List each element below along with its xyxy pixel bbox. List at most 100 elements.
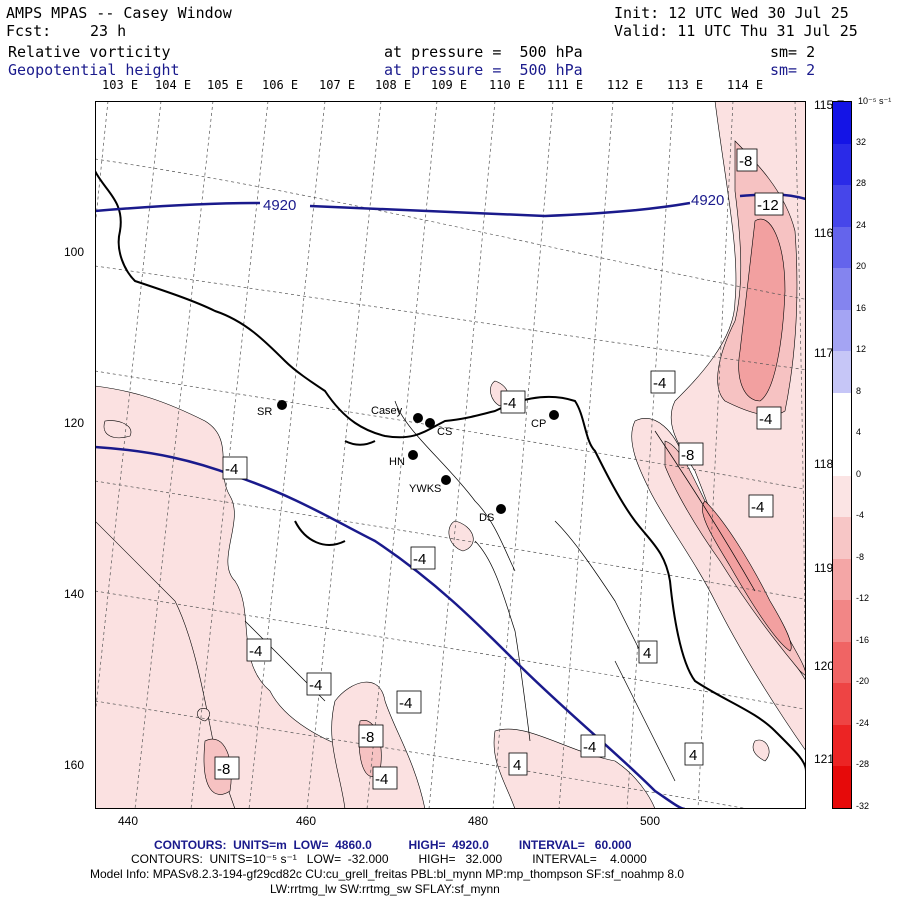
y-tick-label: 160 <box>64 758 85 772</box>
station-label: Casey <box>371 405 403 417</box>
plot-frame <box>95 101 806 809</box>
height-label: 4920 <box>691 192 724 209</box>
field1-smoothing: sm= 2 <box>770 43 816 61</box>
colorbar-cell <box>833 309 851 352</box>
lon-label: 103 E <box>102 78 139 92</box>
field1-name: Relative vorticity <box>8 43 171 61</box>
graticule <box>95 101 806 809</box>
lon-label: 104 E <box>155 78 192 92</box>
station-label: CP <box>531 418 546 430</box>
height-contours <box>95 193 806 809</box>
stations: SR Casey CS HN YWKS DS CP <box>257 400 559 524</box>
field2-smoothing: sm= 2 <box>770 61 816 79</box>
colorbar-label: 4 <box>856 427 862 438</box>
station-marker <box>441 475 451 485</box>
coastline <box>95 170 806 772</box>
station-label: YWKS <box>409 483 441 495</box>
colorbar-label: -20 <box>856 676 870 687</box>
height-label: 4920 <box>263 197 296 214</box>
vort-label: -4 <box>399 695 412 712</box>
vort-label: -8 <box>681 447 694 464</box>
colorbar-cell <box>833 268 851 311</box>
vort-label: -4 <box>503 395 516 412</box>
lon-label: 107 E <box>319 78 356 92</box>
vort-label: -4 <box>249 643 262 660</box>
vort-label: -4 <box>583 739 596 756</box>
vort-label: -8 <box>217 761 230 778</box>
colorbar-cell <box>833 351 851 394</box>
lon-label: 108 E <box>375 78 412 92</box>
colorbar-label: 8 <box>856 385 862 396</box>
vort-label: -4 <box>225 461 238 478</box>
colorbar-label: 16 <box>856 302 867 313</box>
field2-pressure: at pressure = 500 hPa <box>384 61 583 79</box>
colorbar-label: 12 <box>856 344 867 355</box>
footer-model-info: Model Info: MPASv8.2.3-194-gf29cd82c CU:… <box>90 867 685 881</box>
vort-label: -4 <box>413 551 426 568</box>
y-tick-label: 100 <box>64 245 85 259</box>
vort-label: -8 <box>361 729 374 746</box>
station-marker <box>408 450 418 460</box>
init-time: Init: 12 UTC Wed 30 Jul 25 <box>614 4 849 22</box>
station-label: DS <box>479 512 494 524</box>
footer-physics: LW:rrtmg_lw SW:rrtmg_sw SFLAY:sf_mynn <box>270 882 500 896</box>
lon-label: 109 E <box>431 78 468 92</box>
colorbar <box>832 101 852 809</box>
forecast-label: Fcst: <box>6 22 52 40</box>
station-marker <box>425 418 435 428</box>
colorbar-cell <box>833 517 851 560</box>
colorbar-cell <box>833 392 851 435</box>
vorticity-labels: -8 -12 -4 -4 -8 -4 -4 -4 -4 -4 -4 -8 -8 <box>214 148 784 790</box>
lon-label: 110 E <box>489 78 526 92</box>
lon-label: 105 E <box>207 78 244 92</box>
colorbar-label: 24 <box>856 219 867 230</box>
colorbar-cell <box>833 102 851 145</box>
station-label: CS <box>437 426 452 438</box>
footer-height-contours: CONTOURS: UNITS=m LOW= 4860.0 HIGH= 4920… <box>154 838 632 852</box>
lon-label: 113 E <box>667 78 704 92</box>
colorbar-cell <box>833 475 851 518</box>
vort-label: -4 <box>751 499 764 516</box>
colorbar-cell <box>833 558 851 601</box>
field1-pressure: at pressure = 500 hPa <box>384 43 583 61</box>
colorbar-cell <box>833 434 851 477</box>
colorbar-label: -8 <box>856 551 865 562</box>
vort-label: -4 <box>653 375 666 392</box>
colorbar-cell <box>833 600 851 643</box>
colorbar-label: -28 <box>856 759 870 770</box>
station-label: HN <box>389 456 405 468</box>
station-marker <box>277 400 287 410</box>
map-title: AMPS MPAS -- Casey Window <box>6 4 232 22</box>
x-tick-label: 480 <box>468 814 489 828</box>
vort-label: -4 <box>759 411 772 428</box>
lon-label: 114 E <box>727 78 764 92</box>
colorbar-cell <box>833 185 851 228</box>
colorbar-label: -4 <box>856 510 865 521</box>
colorbar-label: 20 <box>856 261 867 272</box>
vort-label: 4 <box>643 645 651 662</box>
vort-label: -8 <box>739 153 752 170</box>
vort-label: -4 <box>375 771 388 788</box>
x-tick-label: 440 <box>118 814 139 828</box>
colorbar-label: 0 <box>856 468 862 479</box>
x-tick-label: 460 <box>296 814 317 828</box>
vorticity-contours <box>244 400 756 782</box>
colorbar-label: -16 <box>856 634 870 645</box>
colorbar-label: 32 <box>856 136 867 147</box>
forecast-hour: 23 h <box>90 22 127 40</box>
colorbar-cell <box>833 641 851 684</box>
vort-label: -4 <box>309 677 322 694</box>
colorbar-label: -12 <box>856 593 870 604</box>
colorbar-label: -24 <box>856 717 870 728</box>
colorbar-cell <box>833 143 851 186</box>
colorbar-unit: 10⁻⁵ s⁻¹ <box>858 96 892 106</box>
field2-name: Geopotential height <box>8 61 180 79</box>
map-plot: 4920 4920 -8 -12 -4 -4 -8 -4 -4 -4 -4 -4… <box>95 101 806 809</box>
vort-label: 4 <box>689 747 697 764</box>
vort-label: 4 <box>513 757 521 774</box>
colorbar-cell <box>833 724 851 767</box>
colorbar-label: 28 <box>856 178 867 189</box>
colorbar-cell <box>833 226 851 269</box>
colorbar-cell <box>833 766 851 809</box>
footer-vorticity-contours: CONTOURS: UNITS=10⁻⁵ s⁻¹ LOW= -32.000 HI… <box>131 852 647 866</box>
